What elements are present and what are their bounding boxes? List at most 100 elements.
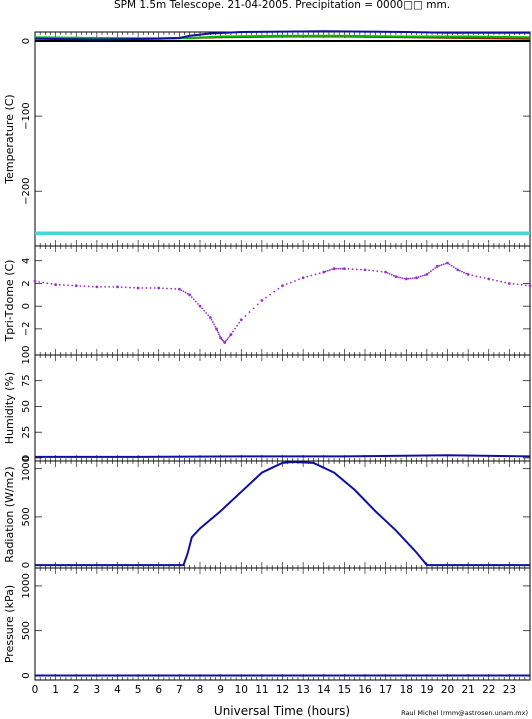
y-axis-label: Pressure (kPa) [3,585,16,663]
data-point [388,273,391,275]
data-point [225,340,227,342]
data-point [516,283,519,286]
data-point [124,286,127,289]
x-tick-label: 10 [235,684,248,696]
data-point [446,261,449,265]
data-point [252,307,255,310]
data-point [331,268,333,271]
data-point [83,285,86,288]
data-point [248,311,251,313]
panel-frame [34,567,531,681]
y-tick-label: 0 [21,562,32,568]
data-point [524,284,527,287]
y-tick-label: 0 [21,303,32,309]
data-point [432,268,434,271]
data-point [435,265,439,268]
data-point [104,285,107,288]
data-point [182,290,185,293]
data-point [351,268,354,271]
data-point [58,283,61,286]
data-point [448,263,451,266]
data-point [260,299,264,302]
data-point [161,287,164,290]
data-point [434,267,437,269]
panel-5: 1000 500 0 Pressure (kPa) [3,567,531,681]
x-tick-label: 17 [379,684,392,696]
data-point [507,282,511,285]
data-point [218,335,221,338]
data-point [314,273,317,276]
data-point [215,327,218,331]
data-point [244,315,247,317]
series-line-1 [35,460,530,567]
y-axis-label: Tpri-Tdome (C) [3,260,16,343]
series-line-1 [35,454,531,458]
data-point [174,288,177,290]
data-point [91,285,94,288]
y-tick-label: 50 [21,400,32,413]
data-point [425,272,429,276]
data-point [450,264,453,267]
data-point [456,268,460,272]
panel-frame [34,31,531,247]
data-point [500,280,503,283]
data-point [170,287,173,290]
data-point [487,277,491,281]
data-point [192,298,195,301]
data-point [95,285,99,289]
data-point [116,285,119,289]
data-point [475,275,478,278]
data-point [512,283,515,285]
data-point [149,287,152,289]
data-point [213,323,215,326]
x-tick-label: 0 [32,684,39,696]
x-tick-label: 1 [52,684,59,696]
data-point [265,296,267,299]
data-point [157,286,161,290]
panel-2: 4 2 0 −2 Tpri-Tdome (C) [3,245,532,356]
data-point [376,270,379,273]
data-point [236,324,239,327]
data-point [318,272,321,275]
y-tick-label: 2 [21,280,32,286]
x-tick-label: 21 [461,684,474,696]
y-tick-label: 500 [21,621,32,640]
series-line-4 [34,30,530,41]
data-point [153,287,156,289]
x-tick-label: 16 [358,684,372,696]
data-point [368,269,371,272]
data-point [293,280,296,282]
x-tick-label: 12 [276,684,289,696]
data-point [322,270,326,274]
panel-1: 0 −100 −200 Temperature (C) [3,30,531,247]
data-point [404,277,408,281]
data-point [223,341,227,344]
data-point [239,318,243,322]
y-axis-label: Radiation (W/m2) [3,466,16,562]
data-point [208,316,212,319]
data-point [301,276,305,280]
data-point [281,284,284,288]
data-point [392,274,395,277]
data-point [133,286,135,289]
x-tick-label: 20 [441,684,454,696]
data-point [463,271,465,274]
y-tick-label: −100 [21,102,32,129]
y-tick-label: 0 [21,38,32,44]
data-point [217,331,220,334]
data-point [413,277,416,279]
data-point [211,321,214,323]
data-point [397,276,399,279]
x-tick-label: 9 [217,684,224,696]
data-point [504,281,507,284]
data-point [256,303,259,306]
x-tick-label: 8 [197,684,204,696]
data-point [194,300,197,303]
data-point [355,268,358,271]
panel-3: 100 75 50 25 0 Humidity (%) [3,345,531,462]
data-point [112,285,115,288]
data-point [465,272,467,275]
data-point [198,304,202,308]
data-point [479,276,482,279]
